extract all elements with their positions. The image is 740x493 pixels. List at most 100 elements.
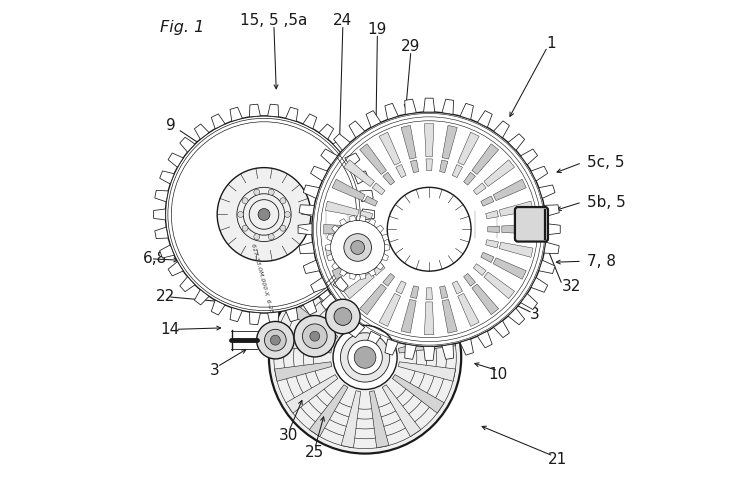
Polygon shape (168, 262, 184, 276)
Circle shape (254, 234, 260, 240)
Polygon shape (354, 245, 369, 258)
Polygon shape (484, 160, 514, 186)
Polygon shape (425, 302, 434, 335)
Polygon shape (452, 281, 462, 294)
Polygon shape (212, 114, 225, 129)
Polygon shape (360, 227, 373, 239)
Polygon shape (326, 201, 359, 216)
Polygon shape (396, 165, 406, 177)
Polygon shape (521, 294, 537, 310)
Polygon shape (345, 153, 360, 167)
Polygon shape (160, 245, 174, 258)
Polygon shape (481, 196, 494, 206)
Polygon shape (460, 339, 474, 355)
Polygon shape (309, 278, 348, 330)
Polygon shape (396, 281, 406, 294)
Polygon shape (364, 252, 377, 263)
Polygon shape (319, 290, 334, 305)
Circle shape (269, 189, 275, 195)
Polygon shape (383, 278, 421, 330)
Polygon shape (426, 288, 432, 300)
Polygon shape (309, 385, 348, 437)
Polygon shape (425, 124, 434, 157)
Text: 1: 1 (547, 36, 556, 51)
Polygon shape (326, 242, 359, 257)
Polygon shape (319, 124, 334, 139)
Circle shape (166, 116, 363, 313)
Polygon shape (405, 99, 417, 114)
Polygon shape (360, 274, 366, 280)
Polygon shape (442, 299, 457, 333)
Polygon shape (249, 312, 260, 325)
Polygon shape (539, 260, 555, 274)
Polygon shape (423, 98, 434, 112)
Polygon shape (230, 308, 243, 321)
Polygon shape (333, 277, 349, 292)
Circle shape (344, 234, 371, 261)
Polygon shape (494, 321, 509, 338)
Circle shape (334, 308, 352, 325)
FancyBboxPatch shape (515, 207, 548, 242)
Polygon shape (485, 211, 499, 219)
Circle shape (326, 299, 360, 334)
Circle shape (264, 329, 286, 351)
Polygon shape (349, 121, 365, 138)
Circle shape (257, 321, 294, 359)
Polygon shape (350, 215, 356, 221)
Polygon shape (345, 262, 360, 276)
Polygon shape (369, 267, 389, 324)
Polygon shape (155, 190, 168, 202)
Polygon shape (334, 308, 350, 325)
Text: 3: 3 (210, 363, 220, 378)
Text: 14: 14 (161, 322, 180, 337)
Polygon shape (385, 339, 398, 355)
Polygon shape (320, 294, 337, 310)
Polygon shape (398, 334, 456, 353)
Polygon shape (500, 201, 533, 216)
Polygon shape (477, 331, 492, 348)
Polygon shape (508, 308, 525, 325)
Text: 21: 21 (548, 452, 567, 467)
Polygon shape (343, 160, 374, 186)
Circle shape (284, 211, 290, 217)
Circle shape (387, 187, 471, 271)
Circle shape (310, 331, 320, 341)
Polygon shape (544, 205, 559, 216)
Polygon shape (426, 159, 432, 171)
Polygon shape (341, 391, 360, 448)
Circle shape (348, 340, 383, 375)
Text: 25: 25 (305, 445, 324, 460)
Polygon shape (180, 137, 195, 152)
Text: 3: 3 (531, 307, 540, 322)
Text: 30: 30 (279, 428, 298, 443)
Polygon shape (343, 272, 374, 299)
Polygon shape (340, 269, 347, 277)
Polygon shape (546, 224, 560, 235)
Polygon shape (360, 215, 366, 221)
Circle shape (280, 225, 286, 231)
Polygon shape (458, 132, 480, 165)
Circle shape (166, 116, 363, 313)
Polygon shape (268, 312, 278, 325)
Text: 10: 10 (488, 367, 508, 382)
Polygon shape (401, 125, 416, 159)
Circle shape (303, 324, 327, 349)
Polygon shape (401, 299, 416, 333)
Polygon shape (392, 302, 444, 340)
Polygon shape (334, 134, 350, 150)
Circle shape (331, 220, 385, 275)
Text: 19: 19 (368, 22, 387, 37)
Polygon shape (286, 107, 298, 121)
Text: 15, 5 ,5a: 15, 5 ,5a (240, 13, 308, 28)
Polygon shape (360, 211, 373, 219)
Polygon shape (398, 362, 456, 381)
Polygon shape (349, 321, 365, 338)
Circle shape (242, 198, 248, 204)
Polygon shape (286, 308, 298, 321)
Polygon shape (249, 104, 260, 117)
Polygon shape (392, 375, 444, 413)
Text: 5c, 5: 5c, 5 (587, 155, 625, 170)
Polygon shape (366, 110, 381, 127)
Text: 9: 9 (166, 118, 175, 133)
Polygon shape (154, 209, 166, 220)
